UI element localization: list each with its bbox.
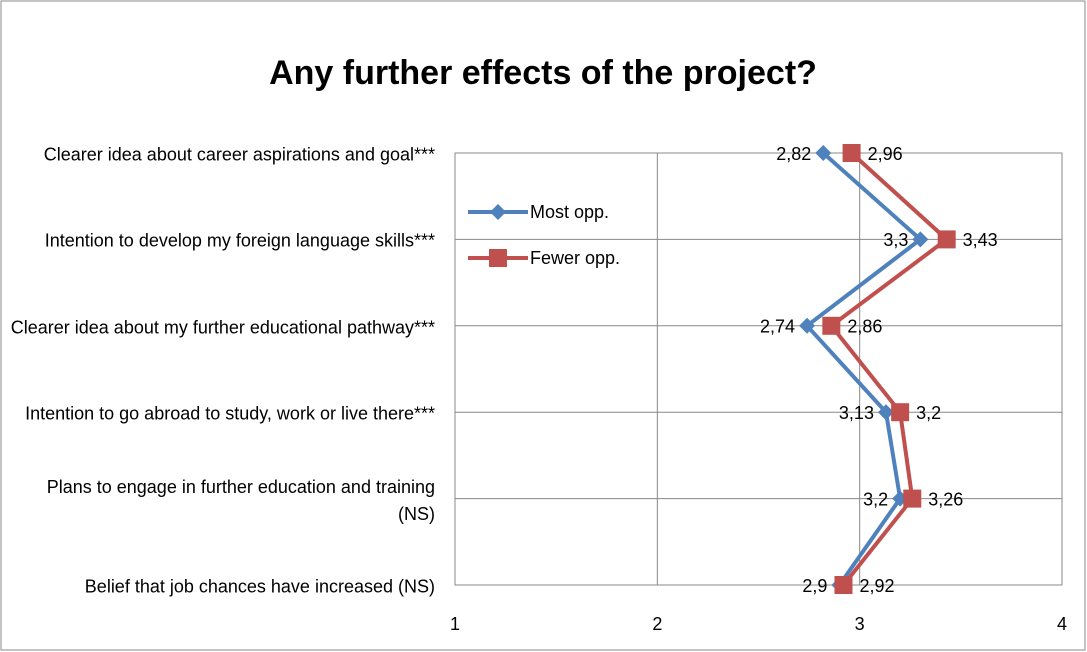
marker [937, 230, 956, 249]
data-label: 3,43 [963, 230, 998, 250]
x-tick-label: 4 [1057, 614, 1067, 634]
legend-marker [490, 204, 506, 220]
data-label: 2,92 [859, 576, 894, 596]
data-label: 2,96 [868, 144, 903, 164]
y-tick-label: Clearer idea about career aspirations an… [43, 144, 435, 165]
marker [842, 144, 861, 162]
x-tick-label: 2 [652, 614, 662, 634]
marker [799, 317, 816, 334]
marker [834, 576, 853, 594]
data-label: 3,26 [928, 489, 963, 509]
y-tick-label: Intention to develop my foreign language… [44, 230, 435, 251]
series-line [828, 151, 950, 587]
data-label: 2,9 [802, 576, 827, 596]
x-tick-label: 3 [855, 614, 865, 634]
series-line [804, 151, 924, 587]
y-tick-label: Clearer idea about my further educationa… [10, 317, 435, 338]
marker [877, 404, 894, 421]
data-label: 3,3 [883, 230, 908, 250]
data-label: 3,2 [916, 403, 941, 423]
legend-label: Fewer opp. [530, 248, 620, 268]
legend-marker [489, 249, 507, 267]
x-tick-label: 1 [450, 614, 460, 634]
marker [822, 316, 841, 335]
data-label: 3,13 [839, 403, 874, 423]
y-tick-label: Belief that job chances have increased (… [84, 576, 435, 597]
marker [891, 403, 910, 422]
data-label: 2,74 [760, 317, 795, 337]
marker [903, 489, 922, 508]
y-tick-label: Plans to engage in further education and… [46, 476, 435, 524]
marker [815, 145, 832, 161]
marker [912, 231, 929, 248]
legend-label: Most opp. [530, 202, 609, 222]
data-label: 2,82 [776, 144, 811, 164]
chart-title: Any further effects of the project? [269, 54, 817, 92]
data-label: 2,86 [847, 317, 882, 337]
data-label: 3,2 [863, 489, 888, 509]
y-tick-label: Intention to go abroad to study, work or… [25, 403, 435, 424]
